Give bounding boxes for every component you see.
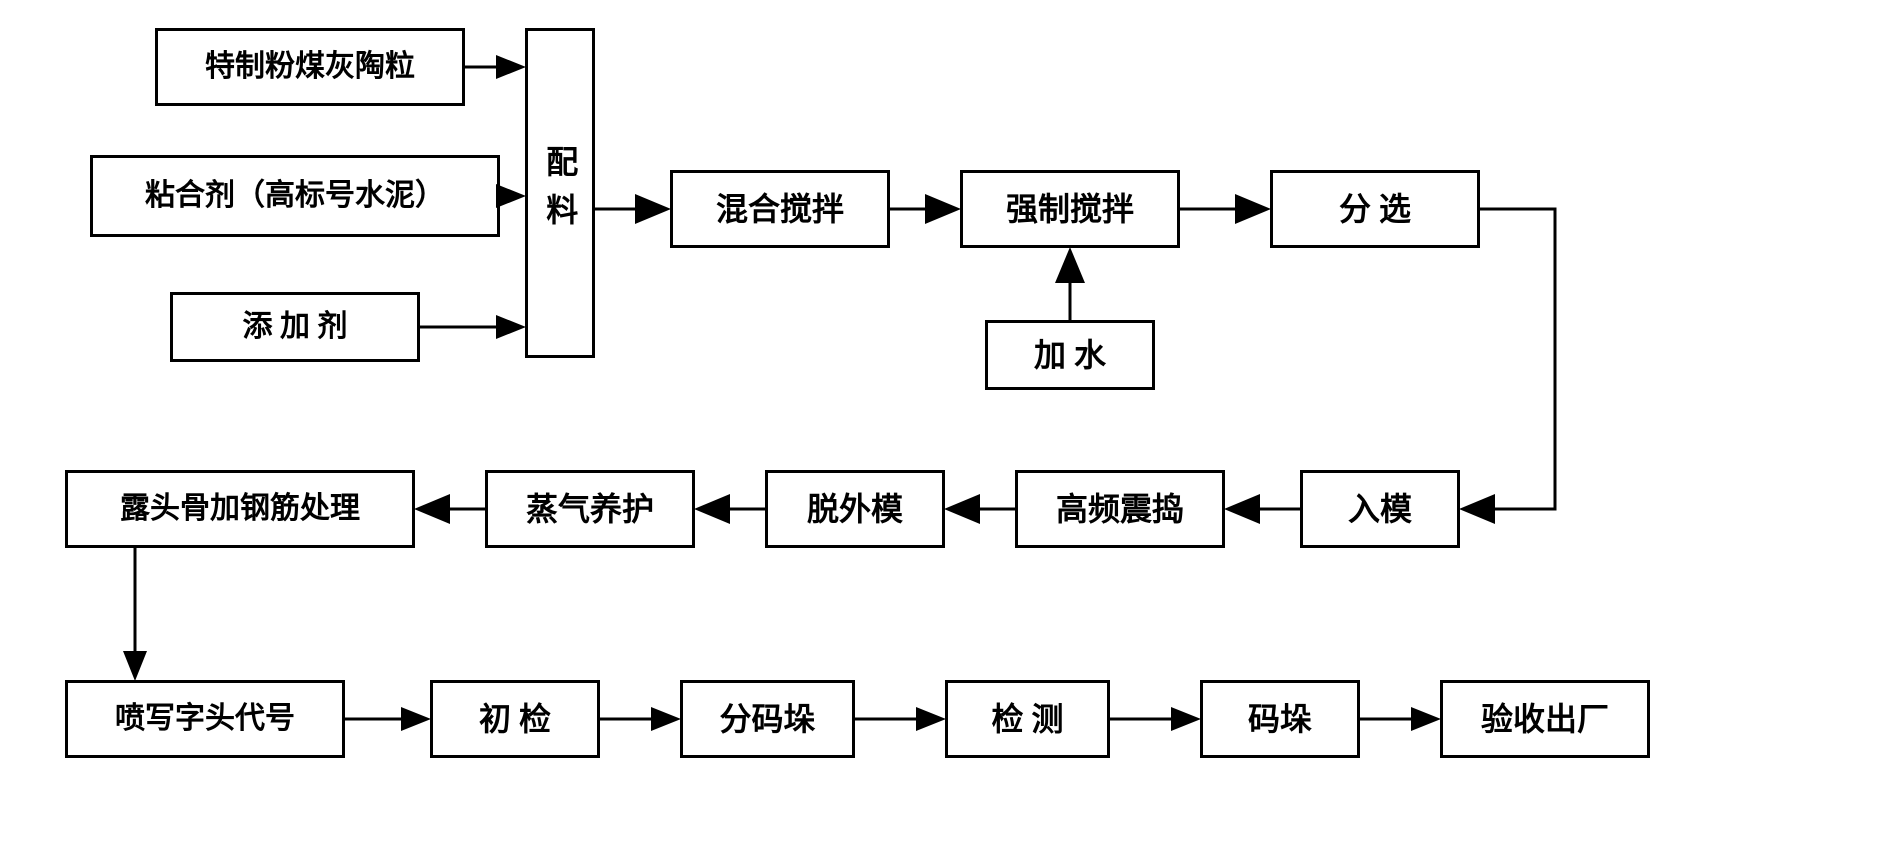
node-stack2: 码垛 [1200,680,1360,758]
node-demold: 脱外模 [765,470,945,548]
node-stack1: 分码垛 [680,680,855,758]
node-rebar: 露头骨加钢筋处理 [65,470,415,548]
label: 配料 [541,145,579,241]
label: 粘合剂（高标号水泥） [145,178,445,214]
label: 喷写字头代号 [115,701,295,737]
label: 初 检 [479,700,551,738]
node-code: 喷写字头代号 [65,680,345,758]
node-inspect: 检 测 [945,680,1110,758]
node-ship: 验收出厂 [1440,680,1650,758]
node-forced: 强制搅拌 [960,170,1180,248]
node-sort: 分 选 [1270,170,1480,248]
label: 露头骨加钢筋处理 [120,491,360,527]
label: 分 选 [1339,190,1411,228]
label: 添 加 剂 [243,309,348,345]
label: 强制搅拌 [1006,190,1134,228]
node-mold-in: 入模 [1300,470,1460,548]
node-mix-hub: 配料 [525,28,595,358]
node-steam: 蒸气养护 [485,470,695,548]
node-input-c: 添 加 剂 [170,292,420,362]
label: 脱外模 [807,490,903,528]
node-input-a: 特制粉煤灰陶粒 [155,28,465,106]
node-input-b: 粘合剂（高标号水泥） [90,155,500,237]
label: 高频震捣 [1056,490,1184,528]
label: 加 水 [1034,336,1106,374]
label: 入模 [1348,490,1412,528]
label: 检 测 [991,700,1063,738]
label: 特制粉煤灰陶粒 [205,49,415,85]
node-water: 加 水 [985,320,1155,390]
label: 验收出厂 [1481,700,1609,738]
node-vibrate: 高频震捣 [1015,470,1225,548]
label: 蒸气养护 [526,490,654,528]
label: 分码垛 [719,700,815,738]
node-precheck: 初 检 [430,680,600,758]
node-mix: 混合搅拌 [670,170,890,248]
label: 码垛 [1248,700,1312,738]
label: 混合搅拌 [716,190,844,228]
